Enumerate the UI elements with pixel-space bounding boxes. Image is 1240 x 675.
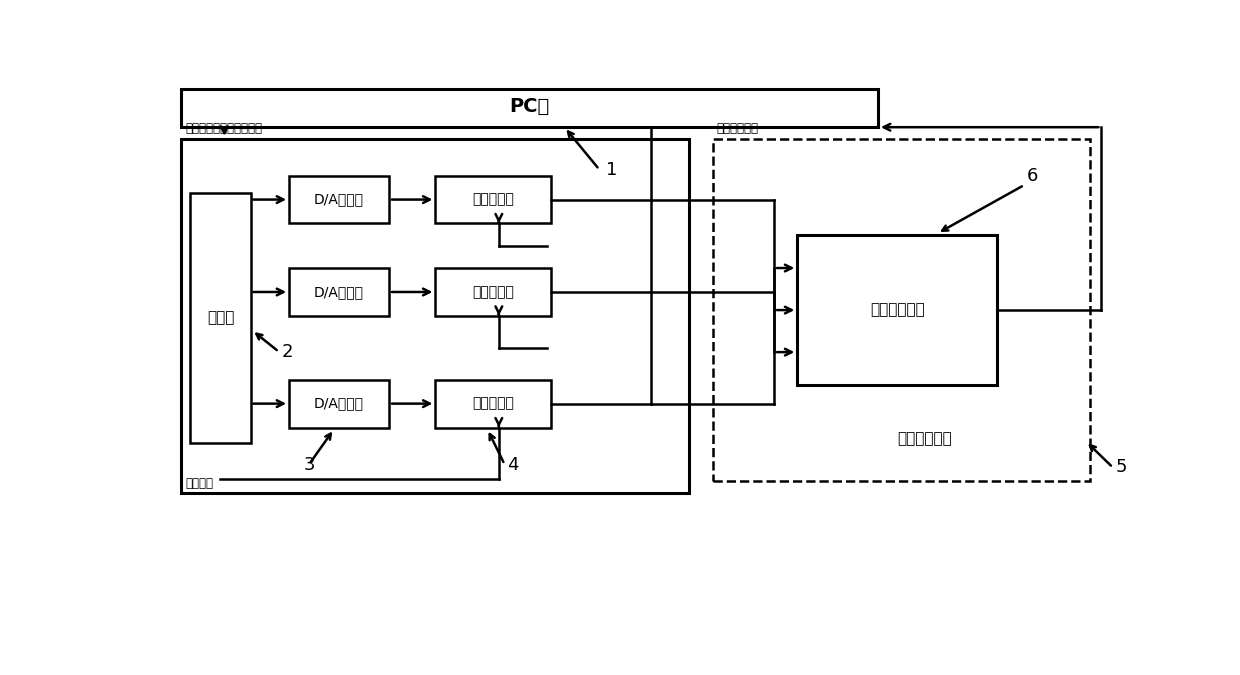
- Text: D/A转换器: D/A转换器: [314, 192, 365, 207]
- Bar: [289, 268, 389, 316]
- Text: 2: 2: [281, 344, 293, 361]
- Bar: [181, 88, 878, 127]
- Bar: [191, 192, 250, 443]
- Text: 3: 3: [304, 456, 315, 474]
- Bar: [797, 235, 997, 385]
- Text: 控制单片机产生刷卡波形: 控制单片机产生刷卡波形: [185, 122, 262, 135]
- Text: 5: 5: [1115, 458, 1127, 476]
- Text: 4: 4: [507, 456, 518, 474]
- Bar: [713, 139, 1090, 481]
- Text: 磁卡解码芯片: 磁卡解码芯片: [870, 302, 925, 317]
- Bar: [435, 380, 551, 427]
- Text: 1: 1: [606, 161, 618, 179]
- Text: 控制运放: 控制运放: [185, 477, 213, 490]
- Bar: [435, 268, 551, 316]
- Text: D/A转换器: D/A转换器: [314, 397, 365, 410]
- Bar: [289, 380, 389, 427]
- Text: 6: 6: [1027, 167, 1038, 185]
- Text: 上报解码结果: 上报解码结果: [717, 122, 759, 135]
- Text: PC机: PC机: [510, 97, 549, 116]
- Text: 单片机: 单片机: [207, 310, 234, 325]
- Text: D/A转换器: D/A转换器: [314, 285, 365, 299]
- Bar: [435, 176, 551, 223]
- Text: 芯片外围电路: 芯片外围电路: [897, 431, 951, 447]
- Bar: [289, 176, 389, 223]
- Text: 运算放大器: 运算放大器: [472, 285, 515, 299]
- Text: 运算放大器: 运算放大器: [472, 397, 515, 410]
- Text: 运算放大器: 运算放大器: [472, 192, 515, 207]
- Bar: [181, 139, 689, 493]
